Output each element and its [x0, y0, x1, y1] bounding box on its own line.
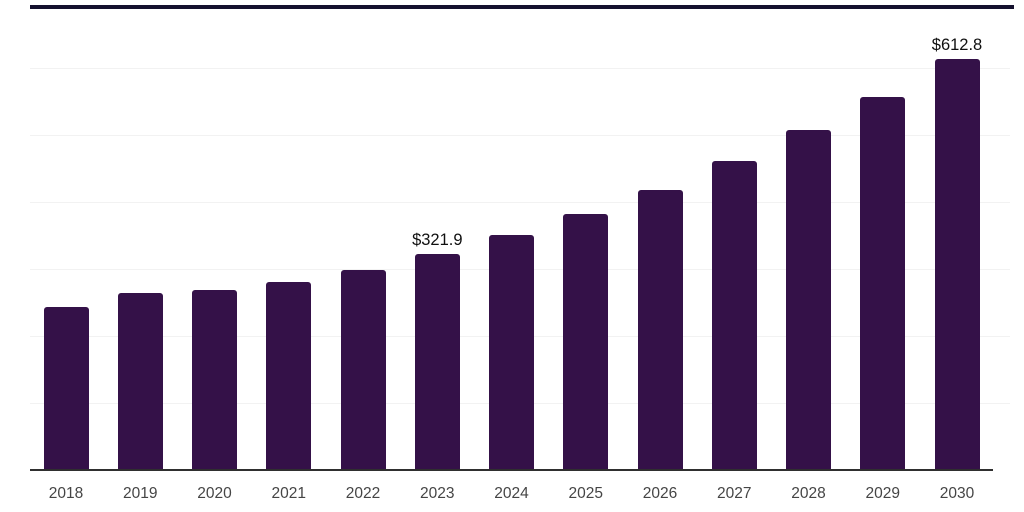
bar-2024: [489, 235, 534, 470]
bar-2026: [637, 189, 683, 470]
gridline: [30, 201, 1010, 203]
bar-2021: [266, 282, 312, 470]
x-axis-tick-label: 2021: [271, 485, 307, 502]
x-axis-tick-label: 2025: [568, 485, 604, 502]
x-axis-tick-label: 2020: [197, 485, 232, 502]
bar-2029: [860, 97, 906, 470]
x-axis-tick-label: 2019: [123, 485, 158, 502]
bar-2023: [414, 254, 460, 470]
gridline: [30, 134, 1010, 136]
bar-value-label: $612.8: [931, 36, 983, 54]
bar-2019: [117, 292, 163, 470]
x-axis-tick-label: 2023: [420, 485, 455, 502]
x-axis-tick-label: 2028: [791, 485, 826, 502]
x-axis-tick-label: 2022: [345, 485, 381, 502]
chart-top-border: [30, 5, 1014, 9]
x-axis-tick-label: 2026: [642, 485, 678, 502]
gridline: [30, 67, 1010, 69]
bar-2030: [934, 59, 980, 470]
bar-2025: [563, 213, 609, 470]
bar-2028: [786, 130, 831, 470]
x-axis-tick-label: 2030: [939, 485, 975, 502]
bar-2027: [711, 160, 757, 470]
x-axis-tick-label: 2024: [494, 485, 529, 502]
bar-2022: [340, 270, 386, 470]
bar-2020: [192, 290, 237, 470]
x-axis-tick-label: 2029: [865, 485, 901, 502]
x-axis-line: [30, 469, 993, 471]
bar-value-label: $321.9: [412, 231, 463, 250]
bar-2018: [43, 307, 89, 470]
x-axis-tick-label: 2018: [48, 485, 84, 502]
x-axis-tick-label: 2027: [717, 485, 752, 502]
